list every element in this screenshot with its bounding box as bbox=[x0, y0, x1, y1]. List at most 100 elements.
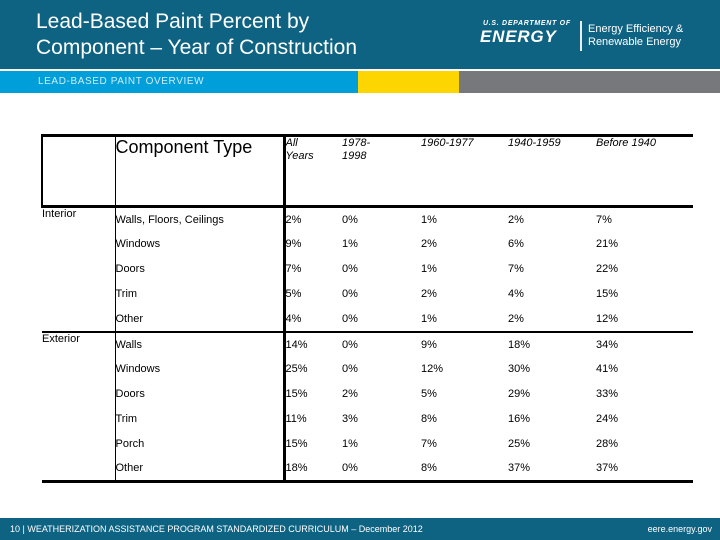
value-cell: 22% bbox=[596, 263, 619, 275]
value-cell: 30% bbox=[508, 363, 531, 375]
slide-footer: 10 | WEATHERIZATION ASSISTANCE PROGRAM S… bbox=[0, 518, 720, 540]
component-cell: Other bbox=[115, 456, 286, 483]
year-column-header: 1978- 1998 bbox=[342, 134, 421, 208]
value-cell: 8% bbox=[421, 456, 508, 483]
value-cell: 41% bbox=[596, 363, 619, 375]
value-cell: 14% bbox=[284, 330, 342, 357]
logo-program-text: Energy Efficiency & Renewable Energy bbox=[588, 23, 684, 48]
section-title: LEAD-BASED PAINT OVERVIEW bbox=[38, 76, 205, 87]
value-cell: 16% bbox=[508, 413, 531, 425]
component-cell: Other bbox=[115, 306, 286, 332]
year-column-header: 1940-1959 bbox=[508, 134, 596, 208]
value-cell: 28% bbox=[596, 438, 619, 450]
value-cell: 12% bbox=[421, 363, 444, 375]
value-cell: 2% bbox=[508, 312, 524, 325]
value-cell: 0% bbox=[342, 288, 358, 300]
value-cell: 12% bbox=[596, 312, 619, 325]
table-row: Doors 15% 2% 5% 29% 33% bbox=[42, 381, 693, 407]
table-row: Other 18% 0% 8% 37% 37% bbox=[42, 456, 693, 483]
value-cell: 2% bbox=[421, 238, 437, 250]
value-cell: 25% bbox=[508, 438, 531, 450]
value-cell: 7% bbox=[285, 263, 302, 275]
value-cell: 29% bbox=[508, 388, 531, 400]
table-row: Other 4% 0% 1% 2% 12% bbox=[42, 306, 693, 332]
value-cell: 15% bbox=[596, 288, 619, 300]
value-cell: 1% bbox=[342, 438, 358, 450]
value-cell: 4% bbox=[285, 312, 302, 325]
value-cell: 37% bbox=[596, 456, 693, 483]
footer-curriculum-text: 10 | WEATHERIZATION ASSISTANCE PROGRAM S… bbox=[10, 524, 423, 534]
value-cell: 15% bbox=[285, 388, 308, 400]
table-row: Windows 25% 0% 12% 30% 41% bbox=[42, 356, 693, 382]
value-cell: 1% bbox=[421, 263, 437, 275]
value-cell: 9% bbox=[421, 330, 508, 357]
component-cell: Walls, Floors, Ceilings bbox=[115, 206, 286, 232]
table-body: Interior Walls, Floors, Ceilings 2% 0% 1% 2% 7… bbox=[42, 206, 693, 483]
value-cell: 7% bbox=[508, 263, 524, 275]
lead-paint-table: Component Type All Years 1978- 1998 1960… bbox=[41, 134, 693, 483]
component-cell: Windows bbox=[115, 356, 286, 382]
value-cell: 25% bbox=[285, 363, 308, 375]
value-cell: 24% bbox=[596, 413, 619, 425]
value-cell: 4% bbox=[508, 288, 524, 300]
value-cell: 5% bbox=[285, 288, 302, 300]
footer-site-text: eere.energy.gov bbox=[647, 524, 712, 534]
value-cell: 0% bbox=[342, 363, 358, 375]
year-column-header: All Years bbox=[284, 134, 342, 208]
value-cell: 2% bbox=[421, 288, 437, 300]
section-bar-blue: LEAD-BASED PAINT OVERVIEW bbox=[0, 71, 358, 93]
slide-header: Lead-Based Paint Percent by Component – … bbox=[0, 0, 720, 69]
table-row: Doors 7% 0% 1% 7% 22% bbox=[42, 256, 693, 282]
doe-logo: U.S. DEPARTMENT OF ENERGY Energy Efficie… bbox=[470, 0, 720, 69]
logo-divider bbox=[580, 21, 582, 51]
value-cell: 1% bbox=[421, 312, 437, 325]
section-bar-yellow-accent bbox=[358, 71, 459, 93]
value-cell: 5% bbox=[421, 388, 437, 400]
energy-wordmark: ENERGY bbox=[480, 27, 557, 46]
section-bar: LEAD-BASED PAINT OVERVIEW bbox=[0, 71, 720, 93]
table-row: Exterior Walls 14% 0% 9% 18% 34% bbox=[42, 330, 693, 483]
value-cell: 3% bbox=[342, 413, 358, 425]
lead-paint-data-table: Component Type All Years 1978- 1998 1960… bbox=[41, 134, 693, 483]
component-cell: Doors bbox=[115, 256, 286, 282]
value-cell: 6% bbox=[508, 238, 524, 250]
value-cell: 34% bbox=[596, 330, 693, 357]
logo-department-text: U.S. DEPARTMENT OF bbox=[483, 20, 571, 27]
value-cell: 7% bbox=[421, 438, 437, 450]
value-cell: 11% bbox=[285, 413, 307, 425]
component-type-header: Component Type bbox=[115, 134, 286, 208]
section-bar-gray-accent bbox=[459, 71, 720, 93]
value-cell: 9% bbox=[285, 238, 302, 250]
component-cell: Doors bbox=[115, 381, 286, 407]
year-column-header: 1960-1977 bbox=[421, 134, 508, 208]
component-cell: Trim bbox=[115, 406, 286, 432]
value-cell: 33% bbox=[596, 388, 619, 400]
value-cell: 2% bbox=[285, 213, 302, 226]
value-cell: 1% bbox=[342, 238, 358, 250]
table-row: Windows 9% 1% 2% 6% 21% bbox=[42, 231, 693, 257]
value-cell: 0% bbox=[342, 213, 358, 226]
value-cell: 1% bbox=[421, 213, 437, 226]
table-row: Interior Walls, Floors, Ceilings 2% 0% 1% 2% 7… bbox=[42, 206, 693, 333]
component-cell: Porch bbox=[115, 431, 286, 457]
value-cell: 0% bbox=[342, 330, 421, 357]
value-cell: 21% bbox=[596, 238, 619, 250]
year-column-header: Before 1940 bbox=[596, 134, 693, 208]
value-cell: 0% bbox=[342, 263, 358, 275]
value-cell: 15% bbox=[285, 438, 308, 450]
table-header-row: Component Type All Years 1978- 1998 1960… bbox=[41, 134, 693, 208]
value-cell: 2% bbox=[508, 213, 524, 226]
row-group-label: Interior bbox=[42, 206, 116, 333]
table-row: Trim 11% 3% 8% 16% 24% bbox=[42, 406, 693, 432]
component-cell: Trim bbox=[115, 281, 286, 307]
table-row: Porch 15% 1% 7% 25% 28% bbox=[42, 431, 693, 457]
value-cell: 8% bbox=[421, 413, 437, 425]
value-cell: 7% bbox=[596, 213, 612, 226]
slide-title: Lead-Based Paint Percent by Component – … bbox=[36, 10, 358, 59]
table-corner-cell bbox=[41, 134, 116, 208]
component-cell: Walls bbox=[115, 330, 286, 357]
row-group-label: Exterior bbox=[42, 330, 116, 483]
table-row: Trim 5% 0% 2% 4% 15% bbox=[42, 281, 693, 307]
value-cell: 18% bbox=[284, 456, 342, 483]
